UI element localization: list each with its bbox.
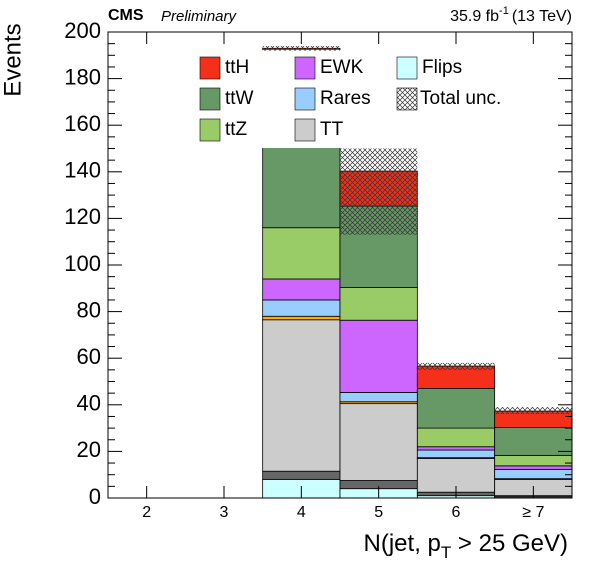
y-tick-label: 120 bbox=[64, 204, 101, 229]
legend-swatch bbox=[199, 56, 221, 80]
x-tick-label: 6 bbox=[452, 504, 461, 521]
legend-swatch bbox=[396, 56, 418, 80]
legend-label: ttZ bbox=[225, 119, 248, 140]
status: Preliminary bbox=[161, 8, 238, 25]
y-tick-label: 140 bbox=[64, 158, 101, 183]
y-tick-label: 100 bbox=[64, 251, 101, 276]
bar-segment bbox=[262, 278, 341, 301]
legend-label: ttW bbox=[225, 88, 254, 109]
uncertainty-band bbox=[262, 45, 340, 51]
bar-segment bbox=[494, 468, 573, 480]
bar-segment bbox=[339, 287, 418, 321]
legend-swatch bbox=[294, 87, 316, 111]
bar-segment bbox=[339, 319, 418, 393]
y-tick-label: 40 bbox=[77, 391, 101, 416]
bar-segment bbox=[416, 446, 496, 451]
bar-segment bbox=[494, 454, 573, 467]
y-tick-label: 180 bbox=[64, 64, 101, 89]
bar-segment bbox=[416, 427, 496, 448]
legend-label: EWK bbox=[320, 57, 364, 78]
y-tick-label: 200 bbox=[64, 18, 101, 43]
legend-label: Flips bbox=[422, 57, 462, 78]
lumi: 35.9 fb-1 (13 TeV) bbox=[450, 5, 572, 25]
legend-label: ttH bbox=[225, 57, 249, 78]
frame bbox=[107, 31, 573, 499]
uncertainty-band bbox=[417, 362, 495, 370]
legend-swatch bbox=[294, 56, 316, 80]
bar-segment bbox=[416, 388, 496, 429]
legend-label: Rares bbox=[320, 88, 371, 109]
y-axis-label: Events bbox=[0, 23, 26, 96]
y-tick-label: 0 bbox=[89, 484, 101, 509]
legend-swatch bbox=[199, 118, 221, 142]
y-tick-label: 160 bbox=[64, 111, 101, 136]
bar-segment bbox=[262, 227, 341, 280]
bar-segment bbox=[262, 315, 341, 321]
bar-segment bbox=[494, 427, 573, 456]
x-tick-label: ≥ 7 bbox=[522, 504, 544, 521]
y-tick-label: 80 bbox=[77, 297, 101, 322]
y-tick-label: 60 bbox=[77, 344, 101, 369]
x-tick-label: 4 bbox=[297, 504, 306, 521]
x-tick-label: 2 bbox=[142, 504, 151, 521]
legend-label: Total unc. bbox=[420, 88, 501, 109]
legend-swatch bbox=[294, 118, 316, 142]
bar-segment bbox=[416, 449, 496, 459]
x-tick-label: 3 bbox=[220, 504, 229, 521]
legend-label: TT bbox=[320, 119, 344, 140]
x-tick-label: 5 bbox=[374, 504, 383, 521]
x-axis-label: N(jet, pT > 25 GeV) bbox=[364, 530, 568, 562]
uncertainty-band bbox=[340, 148, 418, 235]
legend-swatch bbox=[396, 87, 418, 111]
bar-segment bbox=[262, 319, 341, 472]
bar-segment bbox=[494, 465, 573, 470]
bar-segment bbox=[339, 392, 418, 403]
y-tick-label: 20 bbox=[77, 437, 101, 462]
legend-box bbox=[195, 50, 475, 148]
uncertainty-band bbox=[494, 407, 572, 415]
legend-swatch bbox=[199, 87, 221, 111]
bar-segment bbox=[262, 470, 341, 480]
bar-segment bbox=[339, 403, 418, 481]
bar-segment bbox=[262, 299, 341, 317]
experiment: CMS bbox=[108, 7, 144, 24]
